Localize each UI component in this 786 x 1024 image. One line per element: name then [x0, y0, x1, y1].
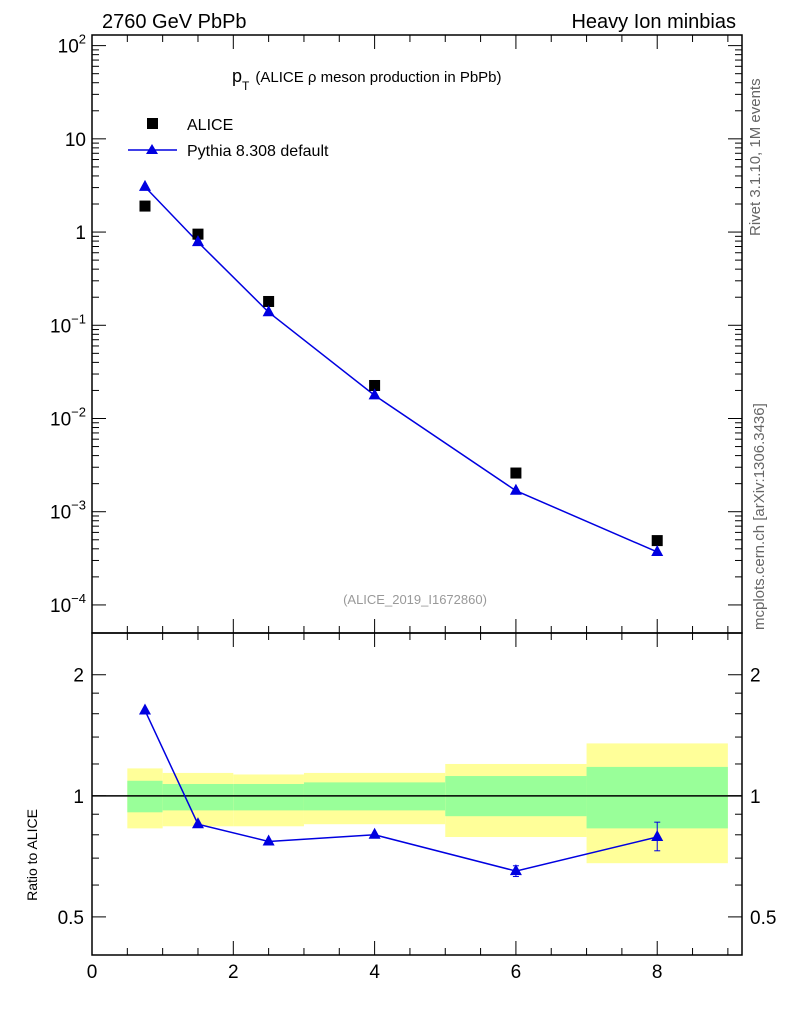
- legend: ALICE Pythia 8.308 default: [128, 117, 329, 160]
- x-tick-label: 4: [369, 962, 380, 983]
- ratio-frame: [91, 632, 743, 956]
- ratio-y-tick-label-right: 2: [750, 666, 761, 687]
- ratio-y-tick-label: 1: [73, 787, 84, 808]
- x-tick-label: 0: [87, 962, 98, 983]
- header-left: 2760 GeV PbPb: [102, 11, 247, 33]
- y-tick-label: 102: [58, 32, 86, 58]
- legend-label-alice: ALICE: [187, 117, 233, 134]
- band-green: [162, 784, 234, 811]
- y-tick-label: 10: [65, 130, 86, 151]
- pythia-point: [138, 179, 151, 191]
- ratio-point: [262, 834, 275, 846]
- alice-point: [651, 535, 663, 547]
- x-tick-label: 8: [652, 962, 663, 983]
- side-label-bottom: mcplots.cern.ch [arXiv:1306.3436]: [751, 403, 768, 630]
- ratio-y-tick-label-right: 0.5: [750, 908, 776, 929]
- y-tick-label: 10−3: [50, 498, 86, 524]
- x-tick-label: 6: [511, 962, 522, 983]
- alice-point: [192, 228, 204, 240]
- y-tick-label: 1: [75, 223, 86, 244]
- alice-point: [139, 200, 151, 212]
- ratio-y-tick-label: 2: [73, 666, 84, 687]
- band-green: [233, 784, 304, 811]
- pythia-point: [262, 305, 275, 317]
- pythia-point: [191, 235, 204, 247]
- y-tick-label: 10−1: [50, 311, 86, 337]
- ratio-line: [144, 710, 658, 872]
- header-right: Heavy Ion minbias: [571, 11, 736, 33]
- side-label-top: Rivet 3.1.10, 1M events: [747, 78, 764, 236]
- y-tick-label: 10−4: [50, 591, 86, 617]
- ratio-point: [138, 703, 151, 715]
- alice-point: [369, 379, 381, 391]
- y-tick-label: 10−2: [50, 404, 86, 430]
- ratio-point: [509, 864, 522, 876]
- ratio-ylabel: Ratio to ALICE: [24, 809, 40, 901]
- alice-point: [510, 467, 522, 479]
- band-green: [586, 766, 728, 829]
- pythia-point: [509, 483, 522, 495]
- x-tick-label: 2: [228, 962, 239, 983]
- ratio-point: [651, 829, 664, 841]
- pythia-point: [368, 388, 381, 400]
- ratio-point: [191, 817, 204, 829]
- legend-marker-alice: [147, 118, 158, 129]
- ratio-y-tick-label: 0.5: [58, 908, 84, 929]
- ratio-y-tick-label-right: 1: [750, 787, 761, 808]
- legend-label-pythia: Pythia 8.308 default: [187, 143, 329, 160]
- chart-title: pT (ALICE ρ meson production in PbPb): [232, 66, 502, 93]
- alice-point: [263, 295, 275, 307]
- pythia-point: [651, 544, 664, 556]
- ratio-point: [368, 827, 381, 839]
- pythia-line: [144, 186, 658, 553]
- legend-marker-pythia: [146, 144, 158, 154]
- analysis-label: (ALICE_2019_I1672860): [343, 592, 487, 607]
